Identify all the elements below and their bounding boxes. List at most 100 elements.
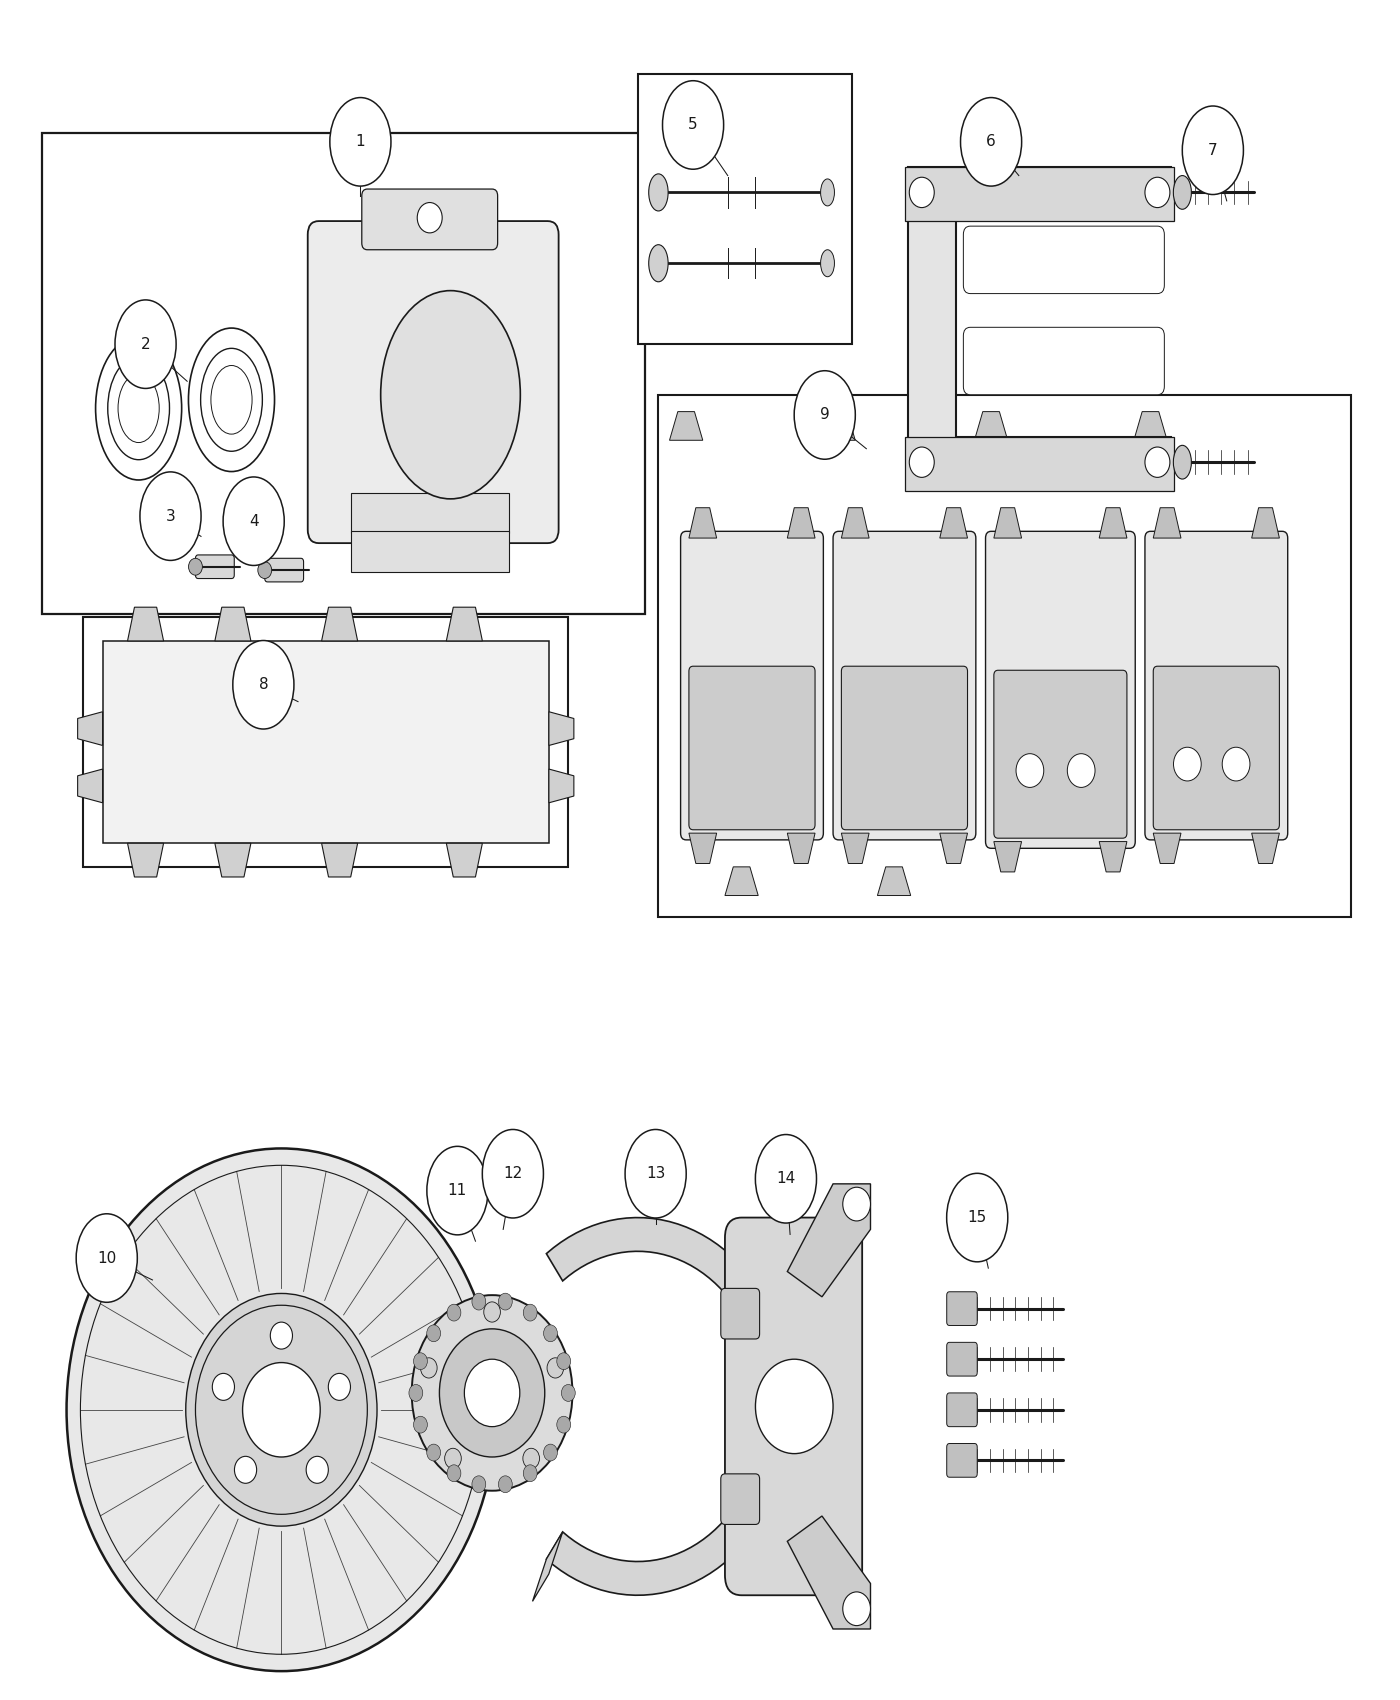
Polygon shape <box>1099 842 1127 872</box>
Ellipse shape <box>960 97 1022 185</box>
Ellipse shape <box>648 245 668 282</box>
FancyBboxPatch shape <box>946 1292 977 1326</box>
Polygon shape <box>841 833 869 864</box>
Text: 3: 3 <box>165 508 175 524</box>
Circle shape <box>1222 748 1250 780</box>
Polygon shape <box>939 833 967 864</box>
FancyBboxPatch shape <box>83 617 568 867</box>
Ellipse shape <box>1173 445 1191 479</box>
Text: 8: 8 <box>259 677 269 692</box>
Polygon shape <box>549 768 574 802</box>
FancyBboxPatch shape <box>196 554 234 578</box>
Ellipse shape <box>946 1173 1008 1261</box>
Circle shape <box>329 1374 350 1401</box>
Text: 13: 13 <box>645 1166 665 1181</box>
Ellipse shape <box>427 1146 489 1234</box>
Ellipse shape <box>820 250 834 277</box>
Circle shape <box>440 1329 545 1457</box>
FancyBboxPatch shape <box>658 394 1351 918</box>
Circle shape <box>307 1457 329 1484</box>
Circle shape <box>910 177 934 207</box>
Polygon shape <box>787 508 815 539</box>
FancyBboxPatch shape <box>721 1289 760 1340</box>
Circle shape <box>472 1476 486 1493</box>
Polygon shape <box>1134 411 1168 440</box>
Ellipse shape <box>648 173 668 211</box>
Polygon shape <box>787 833 815 864</box>
Polygon shape <box>689 833 717 864</box>
FancyBboxPatch shape <box>963 328 1165 394</box>
Ellipse shape <box>381 291 521 498</box>
Circle shape <box>1173 748 1201 780</box>
Circle shape <box>1016 753 1044 787</box>
Text: 10: 10 <box>97 1251 116 1265</box>
Text: 6: 6 <box>986 134 995 150</box>
Text: 12: 12 <box>503 1166 522 1181</box>
Circle shape <box>1145 177 1170 207</box>
Circle shape <box>910 447 934 478</box>
Polygon shape <box>549 712 574 746</box>
Circle shape <box>543 1324 557 1341</box>
Ellipse shape <box>624 1129 686 1217</box>
FancyBboxPatch shape <box>946 1443 977 1477</box>
Ellipse shape <box>1182 105 1243 194</box>
Polygon shape <box>1252 508 1280 539</box>
Ellipse shape <box>223 478 284 566</box>
Polygon shape <box>725 867 759 896</box>
FancyBboxPatch shape <box>994 670 1127 838</box>
FancyBboxPatch shape <box>102 641 549 843</box>
Polygon shape <box>447 843 483 877</box>
Circle shape <box>427 1324 441 1341</box>
Polygon shape <box>878 867 910 896</box>
Polygon shape <box>1154 508 1182 539</box>
Ellipse shape <box>232 641 294 729</box>
Text: 4: 4 <box>249 513 259 529</box>
Ellipse shape <box>76 1214 137 1302</box>
FancyBboxPatch shape <box>986 532 1135 848</box>
Polygon shape <box>1252 833 1280 864</box>
Circle shape <box>447 1304 461 1321</box>
Polygon shape <box>127 843 164 877</box>
Circle shape <box>524 1465 538 1482</box>
FancyBboxPatch shape <box>1145 532 1288 840</box>
FancyBboxPatch shape <box>963 226 1165 294</box>
Polygon shape <box>994 842 1022 872</box>
Circle shape <box>67 1149 496 1671</box>
Circle shape <box>522 1448 539 1469</box>
Ellipse shape <box>115 299 176 388</box>
Circle shape <box>413 1353 427 1370</box>
Polygon shape <box>841 508 869 539</box>
Polygon shape <box>77 768 102 802</box>
FancyBboxPatch shape <box>680 532 823 840</box>
FancyBboxPatch shape <box>725 1217 862 1595</box>
Circle shape <box>561 1384 575 1401</box>
Circle shape <box>498 1294 512 1311</box>
FancyBboxPatch shape <box>308 221 559 542</box>
FancyBboxPatch shape <box>265 558 304 581</box>
Polygon shape <box>994 508 1022 539</box>
FancyBboxPatch shape <box>637 75 853 343</box>
Ellipse shape <box>416 343 484 445</box>
Polygon shape <box>669 411 703 440</box>
Circle shape <box>498 1476 512 1493</box>
Circle shape <box>417 202 442 233</box>
Text: 2: 2 <box>141 337 150 352</box>
Ellipse shape <box>1173 175 1191 209</box>
Circle shape <box>258 561 272 578</box>
Circle shape <box>843 1187 871 1221</box>
Circle shape <box>543 1443 557 1460</box>
Polygon shape <box>77 712 102 746</box>
Circle shape <box>189 558 203 575</box>
Polygon shape <box>214 843 251 877</box>
Text: 5: 5 <box>689 117 697 133</box>
Ellipse shape <box>483 1129 543 1217</box>
Circle shape <box>413 1416 427 1433</box>
FancyBboxPatch shape <box>42 133 644 614</box>
FancyBboxPatch shape <box>361 189 497 250</box>
Circle shape <box>409 1384 423 1401</box>
Circle shape <box>213 1374 234 1401</box>
Circle shape <box>270 1323 293 1350</box>
FancyBboxPatch shape <box>906 437 1175 491</box>
Circle shape <box>1067 753 1095 787</box>
FancyBboxPatch shape <box>833 532 976 840</box>
